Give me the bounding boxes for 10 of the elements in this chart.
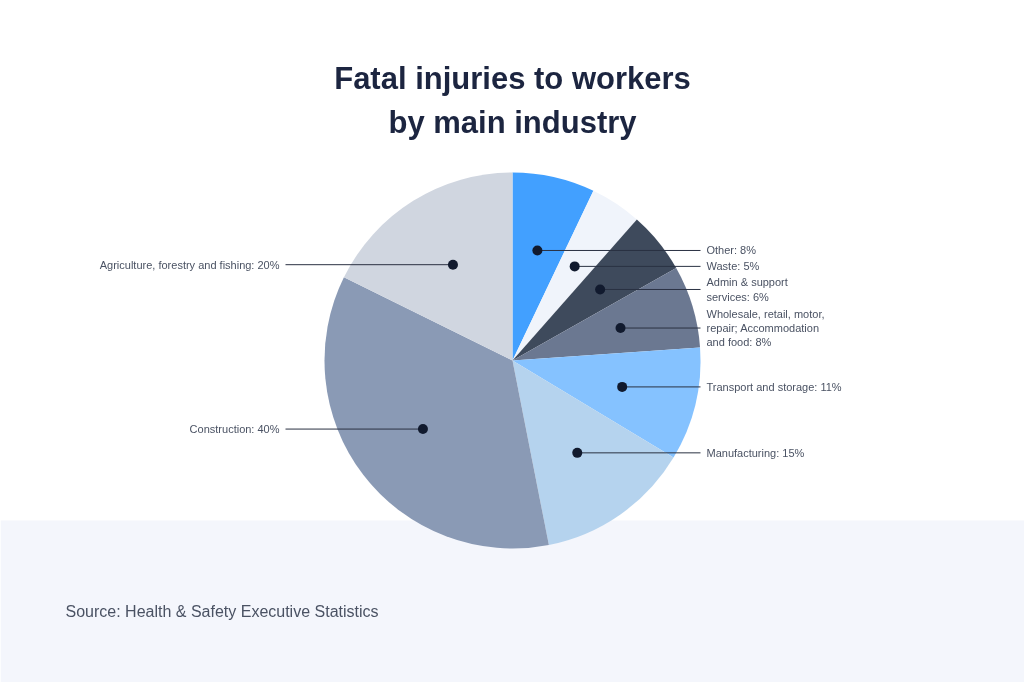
slice-label: Wholesale, retail, motor, repair; Accommodation and food: 8% bbox=[706, 307, 825, 349]
source-note: Source: Health & Safety Executive Statistics bbox=[65, 603, 379, 620]
slice-label: Other: 8% bbox=[706, 244, 757, 257]
slice-label: Transport and storage: 11% bbox=[706, 380, 842, 393]
chart-title: Fatal injuries to workers by main industry bbox=[334, 61, 691, 140]
slice-label: Admin & support services: 6% bbox=[706, 276, 788, 303]
slice-label: Agriculture, forestry and fishing: 20% bbox=[99, 258, 280, 271]
slice-label: Manufacturing: 15% bbox=[706, 446, 805, 459]
slice-label: Waste: 5% bbox=[706, 260, 760, 273]
slice-label: Construction: 40% bbox=[189, 423, 280, 436]
